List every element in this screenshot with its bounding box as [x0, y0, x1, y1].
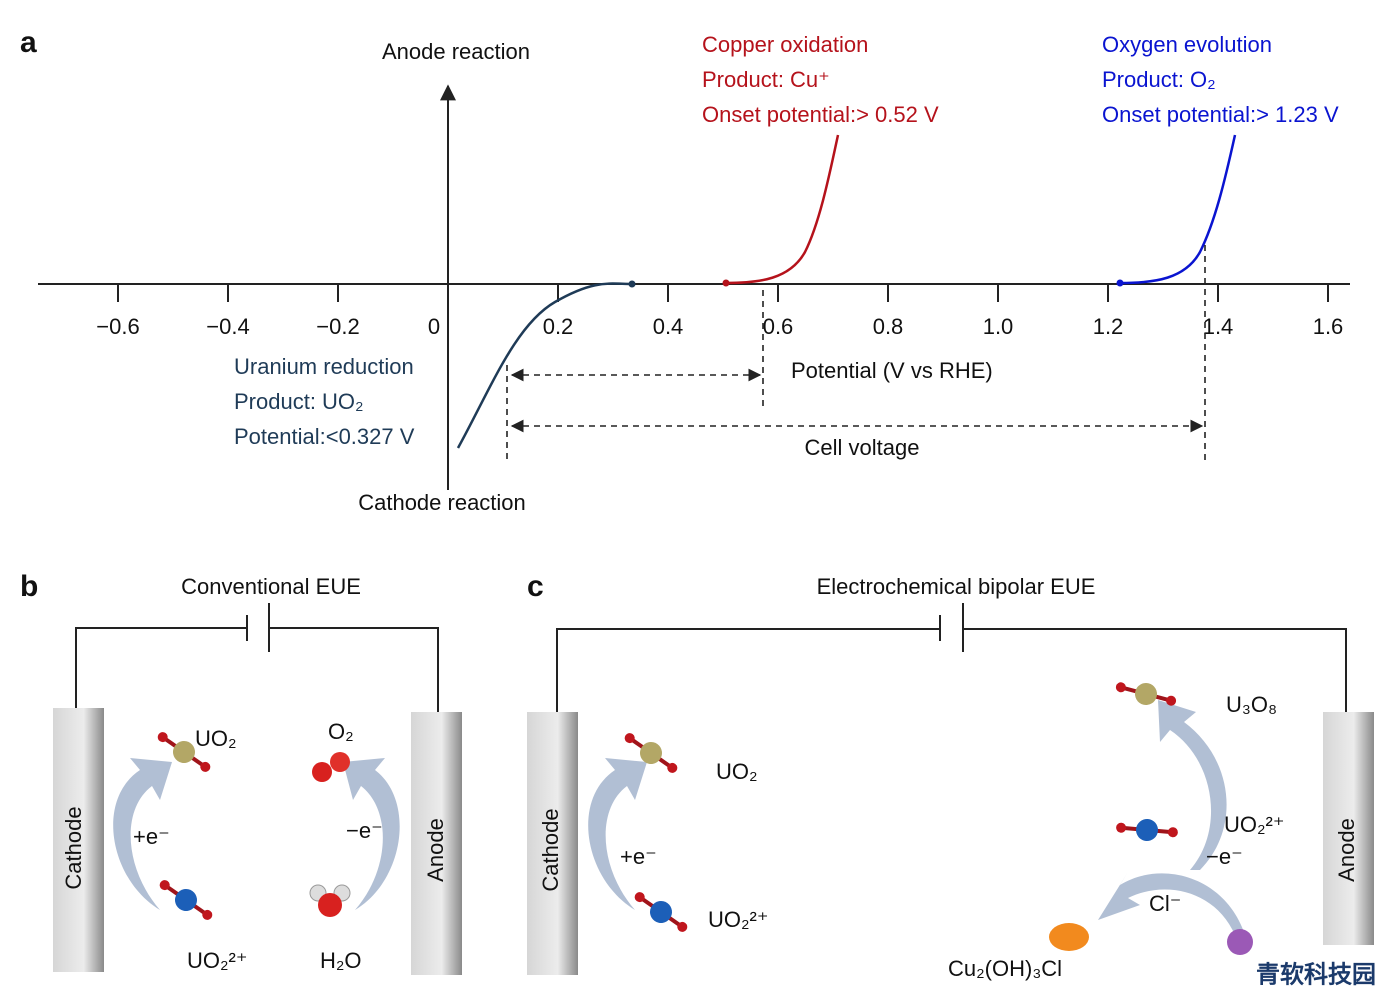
reaction-arrow — [343, 758, 400, 910]
atom — [624, 733, 635, 744]
circuit — [75, 603, 439, 712]
x-tick-label: 0 — [428, 314, 440, 339]
atom — [175, 889, 197, 911]
circuit — [556, 603, 1347, 712]
panel-label: a — [20, 26, 37, 59]
electrode-label: Anode — [1334, 818, 1359, 882]
axis-title: Potential (V vs RHE) — [791, 358, 993, 383]
species-label: UO₂²⁺ — [1224, 812, 1284, 837]
annotation: Product: Cu⁺ — [702, 67, 830, 92]
panel-label: b — [20, 570, 38, 603]
onset-dot — [1116, 279, 1124, 287]
annotation: Product: UO₂ — [234, 389, 364, 414]
anode-electrode — [1323, 712, 1374, 945]
reaction-arrow — [1098, 872, 1245, 935]
atom — [1116, 822, 1127, 833]
copper-atom — [1227, 929, 1253, 955]
annotation: Onset potential:> 0.52 V — [702, 102, 939, 127]
atom — [157, 732, 168, 743]
molecule — [634, 892, 688, 932]
molecule — [159, 880, 213, 920]
atom — [1136, 819, 1158, 841]
atom — [202, 909, 213, 920]
atom — [173, 741, 195, 763]
annotation: Onset potential:> 1.23 V — [1102, 102, 1339, 127]
molecule — [309, 884, 351, 917]
species-label: O₂ — [328, 719, 354, 744]
x-tick-label: 1.0 — [983, 314, 1014, 339]
molecule — [624, 733, 678, 773]
electrode-label: Cathode — [61, 806, 86, 889]
anode-electrode — [411, 712, 462, 975]
x-tick-label: 0.6 — [763, 314, 794, 339]
cathode-electrode — [53, 708, 104, 972]
species-label: UO₂²⁺ — [187, 948, 247, 973]
atom — [634, 892, 645, 903]
atom — [1115, 682, 1126, 693]
annotation: Product: O₂ — [1102, 67, 1216, 92]
reaction-arrow — [1158, 700, 1227, 870]
panel-title: Conventional EUE — [181, 574, 361, 599]
species-label: H₂O — [320, 948, 362, 973]
electrode-label: Cathode — [538, 808, 563, 891]
species-label: −e⁻ — [346, 818, 383, 843]
species-label: Cu₂(OH)₃Cl — [948, 956, 1062, 981]
electrode-label: Anode — [423, 818, 448, 882]
atom — [640, 742, 662, 764]
species-label: UO₂²⁺ — [708, 907, 768, 932]
atom — [1135, 683, 1157, 705]
annotation: Potential:<0.327 V — [234, 424, 415, 449]
atom — [677, 921, 688, 932]
atom — [1167, 827, 1178, 838]
uranium-curve — [456, 282, 633, 449]
x-tick-label: 0.4 — [653, 314, 684, 339]
panel-title: Electrochemical bipolar EUE — [817, 574, 1096, 599]
x-tick-label: −0.4 — [206, 314, 249, 339]
watermark: 青软科技园 — [1256, 960, 1376, 988]
x-tick-label: −0.2 — [316, 314, 359, 339]
copper-cluster — [1049, 923, 1089, 951]
onset-dot — [722, 279, 730, 287]
species-label: +e⁻ — [133, 824, 170, 849]
reaction-arrow — [113, 758, 172, 910]
annotation: Oxygen evolution — [1102, 32, 1272, 57]
atom — [312, 762, 332, 782]
species-label: Cl⁻ — [1149, 891, 1181, 916]
x-tick-label: 1.4 — [1203, 314, 1234, 339]
species-label: UO₂ — [716, 759, 758, 784]
atom — [318, 893, 342, 917]
x-ticks: −0.6 −0.4 −0.2 0 0.2 0.4 0.6 0.8 1.0 1.2 1.4 1.6 — [96, 284, 1343, 339]
atom — [330, 752, 350, 772]
species-label: UO₂ — [195, 726, 237, 751]
oxygen-curve — [1119, 134, 1237, 285]
annotation: Uranium reduction — [234, 354, 414, 379]
axis-label: Anode reaction — [382, 39, 530, 64]
onset-dot — [628, 280, 636, 288]
axis-label: Cathode reaction — [358, 490, 526, 515]
atom — [667, 762, 678, 773]
species-label: +e⁻ — [620, 844, 657, 869]
atom — [1166, 695, 1177, 706]
x-tick-label: 0.8 — [873, 314, 904, 339]
atom — [159, 880, 170, 891]
copper-curve — [725, 134, 840, 285]
x-tick-label: −0.6 — [96, 314, 139, 339]
x-tick-label: 1.2 — [1093, 314, 1124, 339]
x-tick-label: 0.2 — [543, 314, 574, 339]
molecule — [157, 732, 211, 772]
atom — [650, 901, 672, 923]
species-label: −e⁻ — [1206, 844, 1243, 869]
annotation: Cell voltage — [805, 435, 920, 460]
annotation: Copper oxidation — [702, 32, 868, 57]
molecule — [1115, 682, 1177, 706]
cathode-electrode — [527, 712, 578, 975]
panel-label: c — [527, 570, 544, 603]
species-label: U₃O₈ — [1226, 692, 1277, 717]
molecule — [312, 752, 350, 782]
molecule — [1116, 819, 1178, 841]
x-tick-label: 1.6 — [1313, 314, 1344, 339]
atom — [200, 761, 211, 772]
reaction-arrow — [588, 758, 647, 910]
